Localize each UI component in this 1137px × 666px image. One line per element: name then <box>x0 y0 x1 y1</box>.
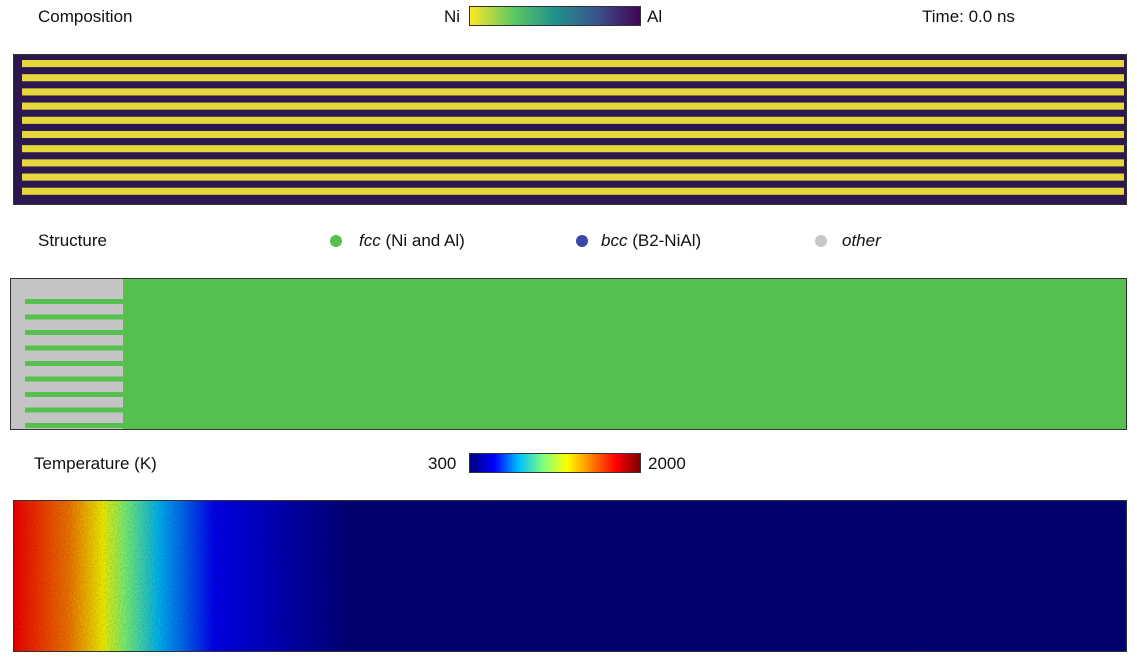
ni-stripe <box>22 60 1124 68</box>
structure-map <box>11 279 1126 429</box>
fcc-stripe <box>25 314 125 320</box>
ni-stripe <box>22 159 1124 167</box>
fcc-stripe <box>25 407 125 413</box>
temperature-colorbar <box>469 453 641 473</box>
composition-colorbar <box>469 6 641 26</box>
composition-stripes <box>14 55 1126 204</box>
other-legend-dot <box>815 235 827 247</box>
ni-stripe <box>22 116 1124 124</box>
other-legend-label: other <box>842 231 881 250</box>
ni-stripe <box>22 88 1124 96</box>
bcc-legend-label: bcc (B2-NiAl) <box>601 231 702 250</box>
ni-stripe <box>22 74 1124 82</box>
ni-stripe <box>22 173 1124 181</box>
fcc-stripe <box>25 376 125 382</box>
composition-colorbar-right-label: Al <box>647 7 663 26</box>
fcc-stripe <box>25 361 125 366</box>
structure-panel <box>10 278 1127 430</box>
ni-stripe <box>22 145 1124 153</box>
ni-stripe <box>22 130 1124 139</box>
fcc-stripe <box>25 330 125 335</box>
fcc-region <box>11 279 1126 429</box>
composition-colorbar-left-label: Ni <box>444 7 461 26</box>
time-readout: Time: 0.0 ns <box>922 7 1015 26</box>
temperature-min-label: 300 <box>428 454 457 473</box>
fcc-legend-dot <box>330 235 342 247</box>
bcc-legend-dot <box>576 235 588 247</box>
ni-stripe <box>22 102 1124 110</box>
temperature-map <box>14 501 1126 651</box>
structure-title: Structure <box>38 231 107 250</box>
ni-stripe <box>22 187 1124 195</box>
temperature-title: Temperature (K) <box>34 454 157 473</box>
composition-title: Composition <box>38 7 133 26</box>
fcc-stripe <box>25 299 125 304</box>
temperature-panel <box>13 500 1127 652</box>
composition-panel <box>13 54 1127 205</box>
fcc-stripe <box>25 423 125 428</box>
fcc-stripe <box>25 392 125 397</box>
fcc-legend-label: fcc (Ni and Al) <box>359 231 465 250</box>
temperature-max-label: 2000 <box>648 454 686 473</box>
fcc-stripe <box>25 345 125 351</box>
